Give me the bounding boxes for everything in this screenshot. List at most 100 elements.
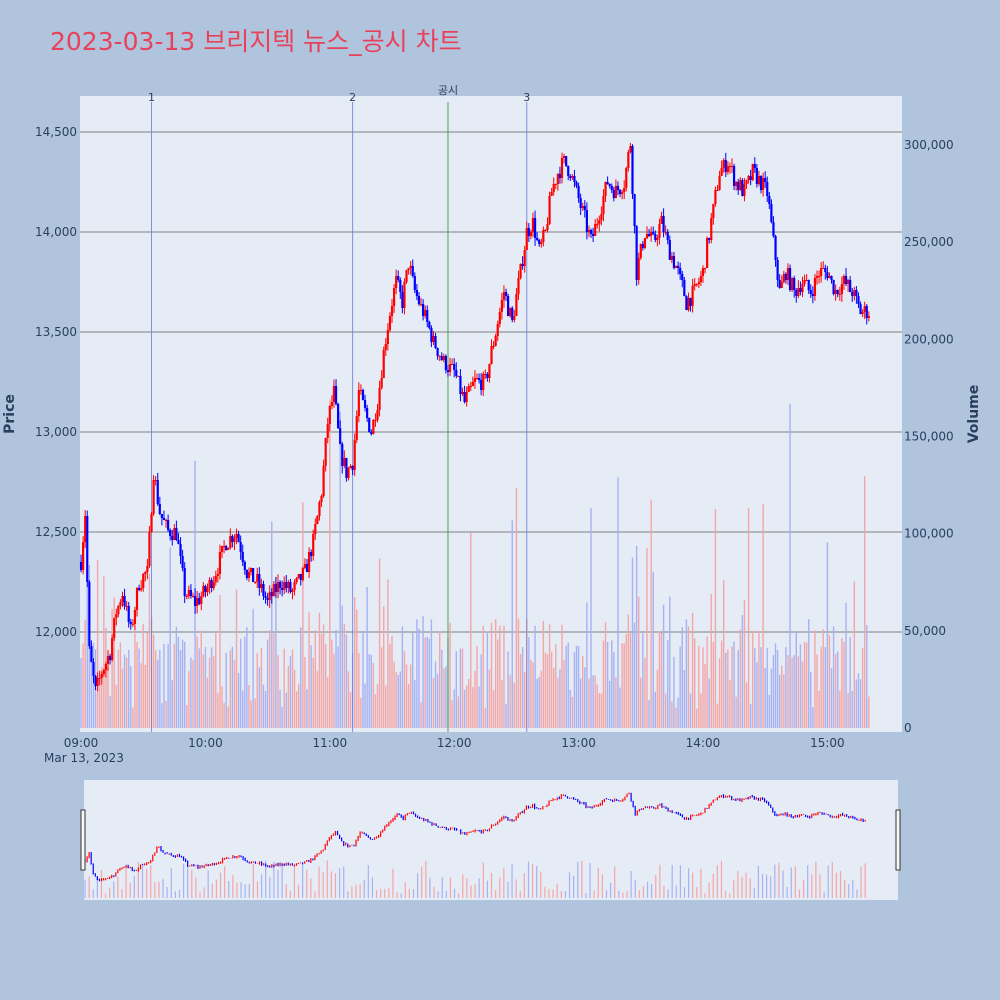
candle-body: [361, 390, 365, 400]
x-tick-label: 12:00: [437, 736, 472, 750]
slider-volume-bar: [400, 893, 402, 898]
volume-bar: [248, 684, 250, 728]
volume-bar: [859, 679, 862, 728]
candle-body: [225, 546, 228, 550]
slider-volume-bar: [338, 868, 341, 898]
volume-bar: [619, 687, 621, 728]
candle-body: [633, 194, 636, 226]
candle-body: [148, 532, 151, 566]
volume-bar: [229, 650, 232, 728]
volume-bar: [787, 655, 789, 728]
candle-body: [849, 280, 852, 292]
candle-body: [131, 624, 134, 625]
candle-body: [295, 578, 298, 582]
candle-body: [722, 160, 725, 168]
candle-body: [637, 258, 640, 280]
volume-bar: [718, 658, 721, 728]
volume-bar: [173, 644, 176, 728]
range-slider-price: [84, 792, 866, 882]
volume-bar: [631, 557, 634, 728]
y2-tick-label: 100,000: [904, 527, 954, 541]
candle-body: [855, 290, 858, 296]
candle-body: [254, 582, 257, 583]
volume-bar: [138, 648, 140, 728]
slider-volume-bar: [577, 861, 579, 898]
volume-bar: [134, 633, 136, 728]
y2-tick-label: 150,000: [904, 429, 954, 443]
volume-bar: [598, 693, 601, 728]
candle-body: [635, 226, 638, 280]
candle-body: [167, 520, 170, 530]
slider-volume-bar: [630, 870, 632, 898]
candle-body: [448, 364, 452, 372]
slider-volume-bar: [162, 879, 164, 898]
slider-volume-bar: [807, 865, 809, 898]
candle-body: [214, 576, 217, 582]
candle-body: [851, 292, 854, 296]
slider-volume-bar: [679, 865, 681, 898]
volume-bar: [594, 675, 596, 728]
volume-bar: [781, 665, 783, 728]
volume-bar: [227, 706, 229, 728]
volume-bar: [310, 645, 312, 728]
slider-volume-bar: [548, 888, 550, 898]
volume-bar: [546, 654, 549, 728]
volume-bar: [513, 682, 516, 728]
slider-volume-bar: [704, 893, 706, 898]
candle-body: [104, 664, 108, 670]
volume-bar: [863, 476, 866, 728]
volume-bar: [200, 630, 202, 728]
volume-bar: [304, 657, 306, 728]
volume-bar: [648, 700, 650, 728]
candle-body: [703, 268, 707, 269]
candle-body: [117, 606, 120, 614]
candle-body: [809, 290, 812, 294]
candle-body: [774, 236, 777, 260]
candle-body: [432, 336, 435, 342]
candle-body: [428, 322, 431, 328]
volume-bar: [142, 623, 144, 728]
volume-bar: [161, 703, 163, 728]
candle-body: [693, 284, 696, 286]
slider-volume-bar: [839, 871, 842, 898]
candle-body: [699, 276, 703, 282]
candle-body: [150, 514, 153, 532]
volume-bar: [407, 684, 410, 728]
volume-bar: [824, 647, 826, 728]
slider-volume-bar: [856, 889, 858, 898]
candle-body: [316, 516, 319, 524]
volume-bar: [476, 646, 478, 728]
candle-body: [332, 386, 336, 402]
volume-bar: [826, 542, 829, 728]
candle-body: [426, 310, 429, 322]
candle-body: [739, 180, 742, 190]
candle-body: [216, 574, 219, 576]
candle-body: [218, 552, 222, 574]
candle-body: [753, 164, 756, 168]
candle-body: [546, 224, 549, 230]
candle-body: [629, 146, 632, 152]
volume-bar: [561, 624, 563, 728]
volume-bar: [689, 693, 692, 728]
volume-bar: [262, 684, 265, 728]
volume-bar: [837, 651, 839, 728]
candle-body: [471, 382, 474, 386]
volume-bar: [553, 667, 555, 728]
volume-bar: [266, 639, 269, 728]
volume-bar: [279, 689, 281, 728]
candle-body: [274, 584, 278, 592]
candle-body: [409, 266, 412, 268]
volume-bar: [92, 642, 95, 728]
candle-body: [846, 280, 850, 284]
candle-body: [200, 596, 203, 604]
slider-volume-bar: [236, 882, 238, 898]
candle-body: [247, 572, 251, 578]
slider-volume-bar: [831, 862, 833, 898]
candle-body: [249, 568, 253, 572]
volume-bar: [329, 399, 331, 728]
slider-volume-bar: [129, 882, 131, 898]
slider-volume-bar: [293, 863, 296, 898]
volume-bar: [258, 667, 261, 728]
range-slider-left-handle[interactable]: [80, 809, 86, 871]
range-slider-right-handle[interactable]: [895, 809, 901, 871]
